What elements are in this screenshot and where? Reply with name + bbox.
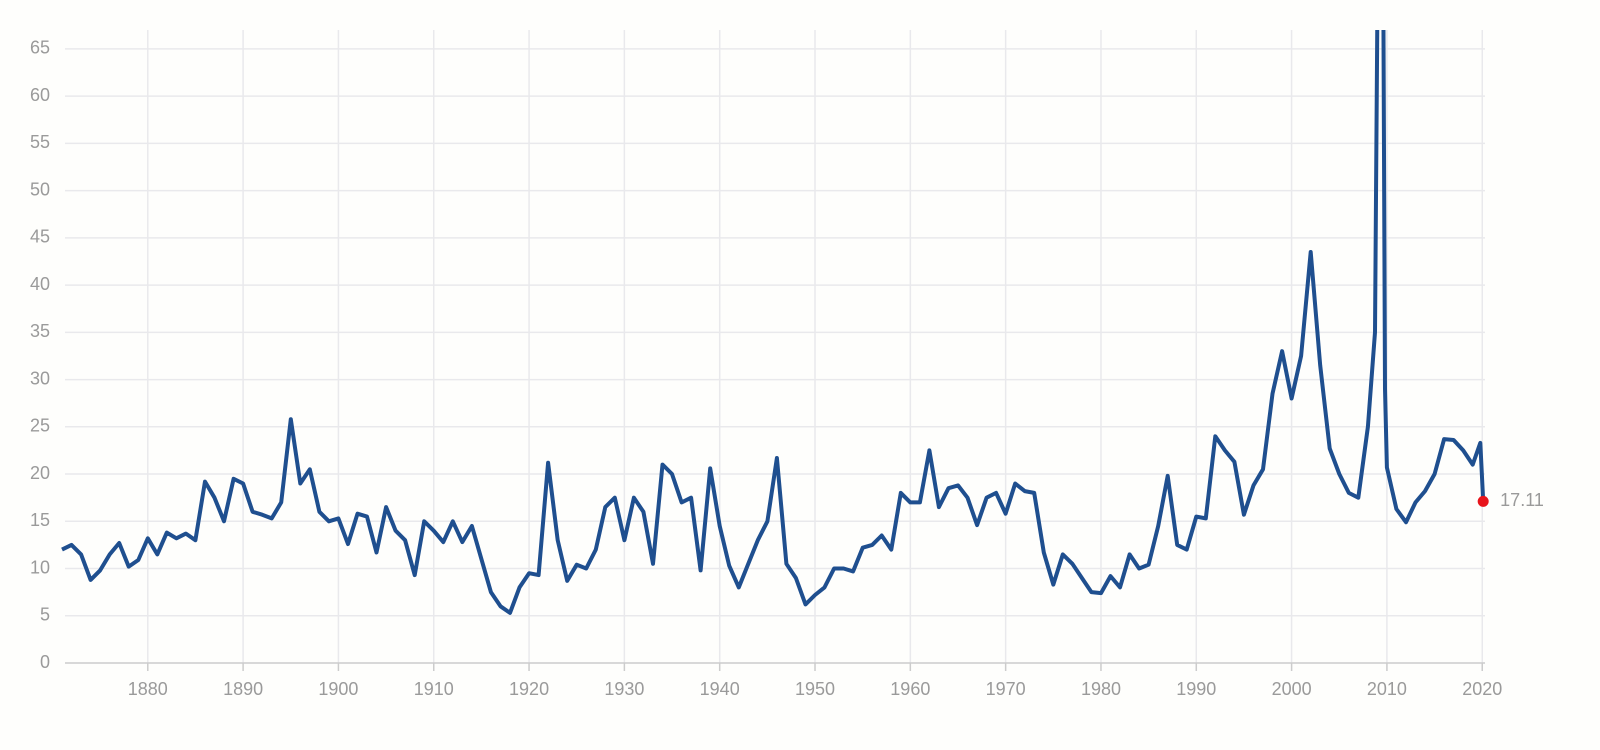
y-tick-label: 10 bbox=[30, 557, 50, 577]
y-tick-label: 40 bbox=[30, 274, 50, 294]
y-tick-label: 0 bbox=[40, 652, 50, 672]
y-tick-label: 30 bbox=[30, 368, 50, 388]
x-tick-label: 2010 bbox=[1367, 679, 1407, 699]
x-tick-label: 1890 bbox=[223, 679, 263, 699]
x-tick-label: 1940 bbox=[700, 679, 740, 699]
x-tick-label: 1980 bbox=[1081, 679, 1121, 699]
y-tick-label: 25 bbox=[30, 416, 50, 436]
last-value-label: 17.11 bbox=[1500, 490, 1544, 510]
y-tick-label: 55 bbox=[30, 132, 50, 152]
x-tick-label: 1950 bbox=[795, 679, 835, 699]
y-tick-label: 5 bbox=[40, 605, 50, 625]
y-tick-label: 20 bbox=[30, 463, 50, 483]
y-tick-label: 50 bbox=[30, 179, 50, 199]
last-point bbox=[1477, 495, 1489, 507]
x-tick-label: 1900 bbox=[318, 679, 358, 699]
y-tick-label: 45 bbox=[30, 227, 50, 247]
y-tick-label: 35 bbox=[30, 321, 50, 341]
x-tick-label: 1970 bbox=[986, 679, 1026, 699]
y-tick-label: 65 bbox=[30, 38, 50, 58]
x-tick-label: 2020 bbox=[1462, 679, 1502, 699]
x-tick-label: 1990 bbox=[1176, 679, 1216, 699]
x-tick-label: 1930 bbox=[604, 679, 644, 699]
x-tick-label: 1910 bbox=[414, 679, 454, 699]
line bbox=[61, 30, 1486, 615]
x-tick-label: 1920 bbox=[509, 679, 549, 699]
y-tick-label: 60 bbox=[30, 85, 50, 105]
y-tick-label: 15 bbox=[30, 510, 50, 530]
x-tick-label: 1880 bbox=[128, 679, 168, 699]
x-tick-label: 2000 bbox=[1272, 679, 1312, 699]
x-tick-label: 1960 bbox=[890, 679, 930, 699]
series bbox=[61, 30, 1486, 615]
